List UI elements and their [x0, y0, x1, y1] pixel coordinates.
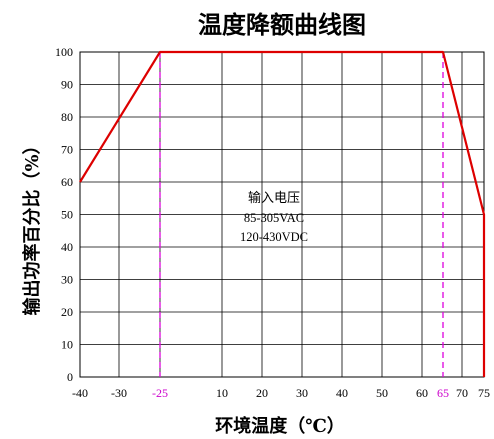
x-axis-label: 环境温度（℃） [215, 415, 345, 437]
x-tick-label: 20 [256, 386, 268, 400]
x-tick-label: 50 [376, 386, 388, 400]
y-tick-label: 90 [61, 78, 73, 92]
annotation-line-1: 输入电压 [248, 190, 300, 206]
y-tick-label: 10 [61, 338, 73, 352]
y-tick-label: 0 [67, 370, 73, 384]
chart-title: 温度降额曲线图 [198, 10, 366, 39]
y-tick-label: 80 [61, 110, 73, 124]
y-tick-label: 70 [61, 143, 73, 157]
y-tick-label: 40 [61, 240, 73, 254]
x-tick-label: 65 [437, 386, 449, 400]
y-tick-labels: 0 10 20 30 40 50 60 70 80 90 100 [55, 45, 73, 384]
y-axis-label: 输出功率百分比（%） [21, 136, 43, 315]
annotation-line-3: 120-430VDC [240, 230, 308, 244]
x-tick-label: -25 [152, 386, 168, 400]
x-tick-label: -30 [111, 386, 127, 400]
x-tick-label: 10 [216, 386, 228, 400]
y-tick-label: 60 [61, 175, 73, 189]
x-tick-label: 75 [478, 386, 490, 400]
annotation-box: 输入电压 85-305VAC 120-430VDC [240, 190, 308, 244]
x-tick-label: 60 [416, 386, 428, 400]
x-tick-labels: -40 -30 -25 10 20 30 40 50 60 65 70 75 [72, 386, 490, 400]
x-tick-label: 30 [296, 386, 308, 400]
y-tick-label: 20 [61, 305, 73, 319]
y-tick-label: 30 [61, 273, 73, 287]
x-tick-label: -40 [72, 386, 88, 400]
y-tick-label: 50 [61, 208, 73, 222]
annotation-line-2: 85-305VAC [244, 211, 304, 225]
x-tick-label: 40 [336, 386, 348, 400]
y-tick-label: 100 [55, 45, 73, 59]
x-tick-label: 70 [456, 386, 468, 400]
